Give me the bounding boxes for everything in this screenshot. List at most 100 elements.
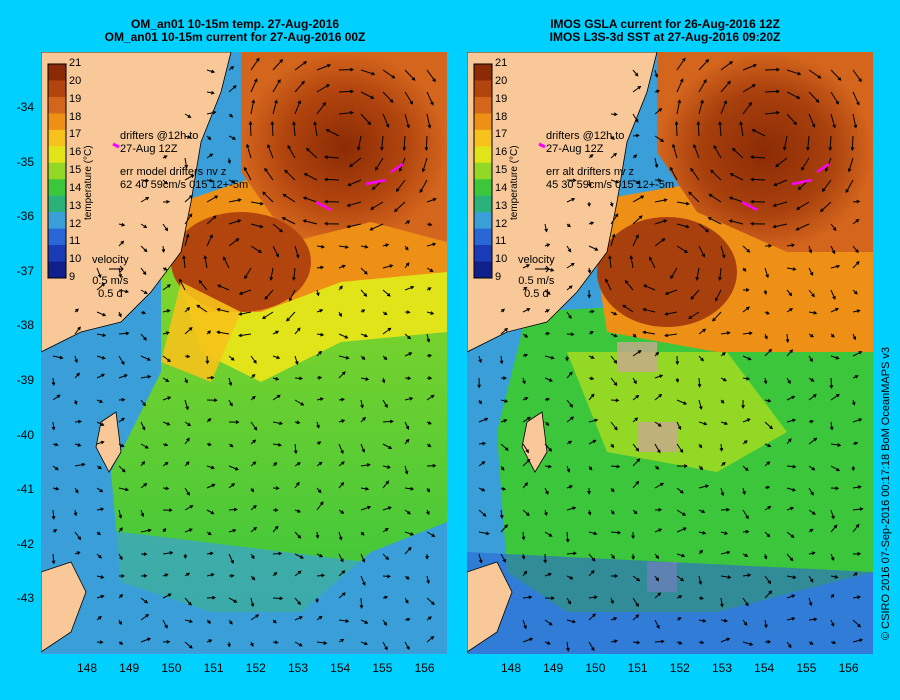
current-arrow (764, 590, 773, 599)
current-arrow (404, 396, 414, 401)
current-arrow (250, 223, 264, 229)
current-arrow (250, 597, 255, 608)
current-arrow (360, 575, 366, 586)
current-arrow (346, 223, 362, 229)
current-arrow (228, 573, 235, 578)
current-arrow (786, 395, 796, 401)
current-arrow (522, 458, 531, 467)
current-arrow (739, 121, 744, 137)
current-arrow (382, 528, 389, 533)
current-arrow (720, 550, 731, 555)
colorbar-segment (48, 113, 66, 131)
current-arrow (764, 619, 768, 629)
current-arrow (294, 509, 302, 513)
current-arrow (294, 80, 305, 93)
current-arrow (162, 284, 171, 291)
current-arrow (96, 440, 105, 445)
current-arrow (808, 465, 816, 471)
current-arrow (587, 267, 592, 274)
colorbar-tick-label: 20 (69, 74, 82, 87)
colorbar-segment (474, 146, 492, 164)
current-arrow (162, 639, 171, 644)
current-arrow (749, 221, 766, 226)
current-arrow (250, 373, 256, 379)
drifter-track (315, 200, 332, 212)
current-arrow (649, 256, 656, 269)
current-arrow (764, 485, 771, 490)
current-arrow (228, 465, 239, 471)
current-arrow (764, 267, 769, 279)
current-arrow (632, 509, 638, 515)
current-arrow (52, 355, 64, 360)
current-arrow (162, 573, 169, 577)
current-arrow (272, 640, 279, 645)
current-arrow (764, 333, 768, 340)
current-arrow (643, 284, 656, 291)
current-arrow (382, 419, 394, 424)
current-arrow (325, 129, 340, 137)
current-arrow (852, 418, 863, 423)
current-arrow (742, 245, 751, 253)
latitude-tick-label: -37 (16, 263, 34, 278)
current-arrow (382, 506, 392, 511)
current-arrow (566, 245, 572, 253)
current-arrow (238, 289, 252, 295)
current-arrow (764, 348, 773, 357)
current-arrow (654, 135, 665, 142)
current-arrow (184, 213, 193, 225)
current-arrow (380, 135, 384, 151)
latitude-tick-label: -43 (16, 591, 34, 606)
current-arrow (654, 393, 663, 401)
current-arrow (499, 355, 504, 365)
current-arrow (250, 575, 256, 581)
current-arrow (316, 309, 324, 313)
current-arrow (302, 219, 318, 225)
longitude-tick-label: 148 (76, 661, 98, 675)
current-arrow (742, 355, 752, 361)
drifter-track (365, 178, 387, 186)
current-arrow (632, 394, 640, 401)
current-arrow (742, 553, 749, 557)
current-arrow (426, 394, 435, 401)
current-arrow (852, 485, 862, 489)
current-arrow (830, 307, 840, 313)
current-arrow (588, 245, 599, 251)
current-arrow (786, 487, 797, 492)
current-arrow (338, 570, 346, 577)
current-arrow (477, 377, 482, 389)
current-arrow (140, 509, 145, 518)
current-arrow (587, 289, 592, 299)
current-arrow (808, 355, 813, 363)
current-arrow (654, 639, 665, 644)
left-title: OM_an01 10-15m temp. 27-Aug-2016 OM_an01… (60, 18, 410, 44)
current-arrow (118, 593, 124, 599)
current-arrow (184, 157, 189, 169)
current-arrow (140, 333, 147, 341)
current-arrow (179, 278, 186, 291)
current-arrow (654, 157, 659, 169)
current-arrow (382, 243, 390, 247)
velocity-legend-days: 0.5 d (98, 288, 123, 300)
current-arrow (316, 553, 324, 558)
current-arrow (500, 486, 507, 491)
current-arrow (250, 641, 254, 647)
current-arrow (588, 376, 595, 381)
current-arrow (720, 352, 726, 357)
current-arrow (426, 575, 430, 585)
cloud-gap (617, 342, 657, 372)
current-arrow (421, 157, 428, 173)
current-arrow (426, 287, 432, 291)
current-arrow (852, 113, 858, 129)
current-arrow (749, 199, 766, 204)
current-arrow (632, 133, 640, 138)
current-arrow (830, 289, 836, 300)
current-arrow (375, 157, 384, 171)
current-arrow (426, 597, 435, 606)
current-arrow (294, 376, 304, 381)
current-arrow (610, 112, 618, 117)
current-arrow (632, 85, 642, 93)
current-arrow (404, 575, 410, 580)
current-arrow (118, 355, 125, 365)
current-arrow (566, 440, 573, 445)
current-arrow (632, 154, 638, 159)
